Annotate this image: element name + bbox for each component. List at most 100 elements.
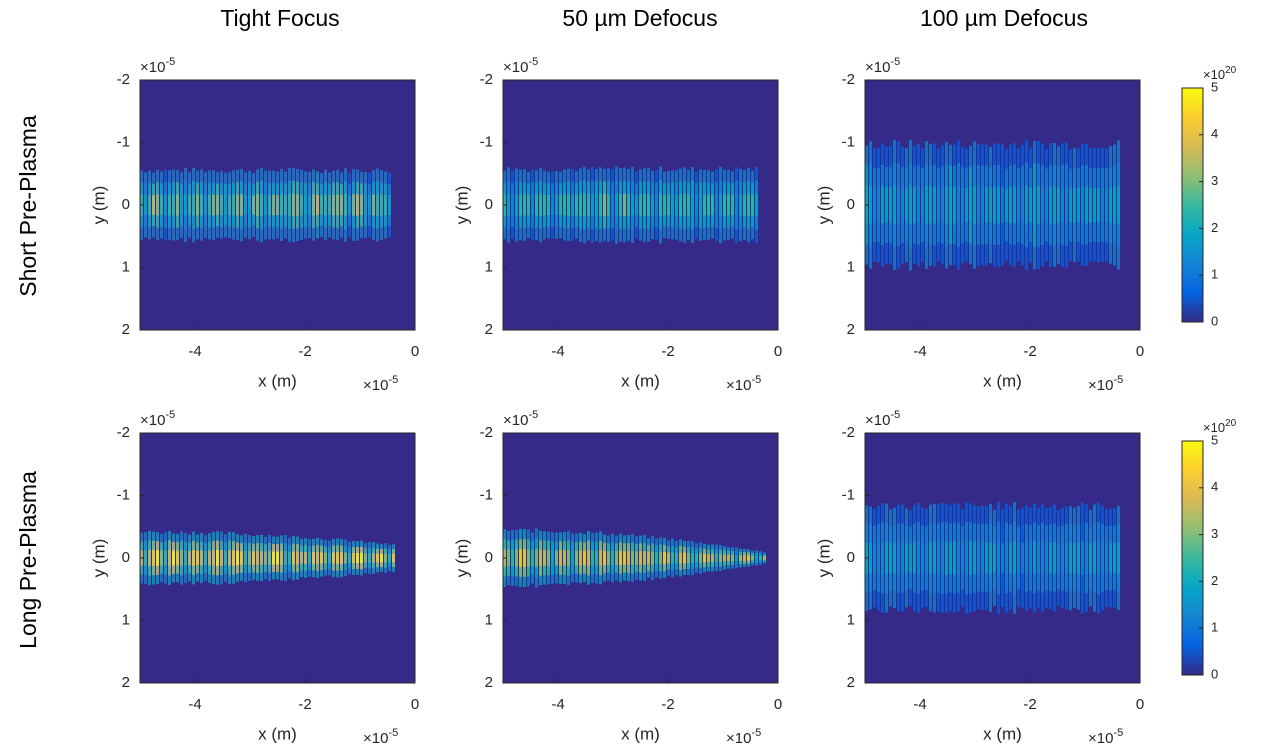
beam-texture — [723, 554, 726, 562]
beam-texture — [643, 193, 646, 217]
y-tick-label: -2 — [480, 71, 493, 88]
beam-texture — [531, 194, 534, 216]
colorbar-multiplier: ×1020 — [1203, 65, 1237, 83]
multiplier-exponent: -5 — [890, 56, 900, 68]
x-tick-label: -4 — [188, 696, 201, 713]
beam-texture — [160, 194, 163, 216]
beam-texture — [156, 550, 159, 566]
beam-texture — [977, 542, 980, 574]
beam-texture — [731, 194, 734, 216]
beam-texture — [184, 550, 187, 566]
multiplier-base: ×10 — [363, 377, 388, 394]
beam-texture — [280, 551, 283, 565]
beam-texture — [917, 541, 920, 575]
beam-texture — [897, 542, 900, 574]
beam-texture — [531, 550, 534, 566]
beam-texture — [539, 549, 542, 567]
beam-texture — [164, 194, 167, 216]
axis-multiplier: ×10-5 — [726, 727, 761, 747]
beam-texture — [941, 187, 944, 223]
beam-texture — [1017, 543, 1020, 573]
y-axis-label: y (m) — [814, 186, 833, 225]
beam-texture — [232, 194, 235, 216]
beam-texture — [551, 550, 554, 566]
multiplier-base: ×10 — [363, 730, 388, 747]
x-tick-label: -4 — [551, 696, 564, 713]
beam-texture — [1061, 186, 1064, 224]
beam-texture — [176, 194, 179, 216]
y-axis-label: y (m) — [452, 186, 471, 225]
beam-texture — [527, 195, 530, 215]
beam-texture — [555, 194, 558, 216]
beam-texture — [913, 187, 916, 223]
beam-texture — [969, 187, 972, 223]
y-tick-label: -2 — [117, 424, 130, 441]
beam-texture — [300, 194, 303, 216]
column-title: Tight Focus — [220, 5, 339, 31]
beam-texture — [515, 549, 518, 567]
beam-texture — [360, 195, 363, 215]
beam-texture — [152, 195, 155, 215]
beam-texture — [901, 541, 904, 575]
beam-texture — [1005, 188, 1008, 222]
beam-texture — [148, 194, 151, 216]
beam-texture — [372, 194, 375, 216]
column-title: 50 µm Defocus — [562, 5, 717, 31]
beam-texture — [276, 194, 279, 216]
multiplier-base: ×10 — [865, 412, 890, 429]
beam-texture — [563, 550, 566, 566]
beam-texture — [925, 185, 928, 225]
beam-texture — [1085, 186, 1088, 224]
y-tick-label: 1 — [122, 611, 130, 628]
beam-texture — [1117, 542, 1120, 574]
beam-texture — [320, 195, 323, 215]
beam-texture — [1029, 542, 1032, 574]
beam-texture — [376, 553, 379, 563]
y-axis-label: y (m) — [89, 186, 108, 225]
beam-texture — [619, 193, 622, 217]
beam-texture — [627, 551, 630, 565]
beam-texture — [196, 194, 199, 216]
beam-texture — [937, 188, 940, 222]
beam-texture — [324, 552, 327, 564]
y-tick-label: 2 — [122, 674, 130, 691]
beam-texture — [1093, 541, 1096, 575]
beam-texture — [559, 550, 562, 566]
beam-texture — [1013, 186, 1016, 224]
beam-texture — [747, 193, 750, 217]
beam-texture — [619, 550, 622, 566]
beam-texture — [523, 194, 526, 216]
beam-texture — [300, 552, 303, 564]
y-tick-label: -1 — [117, 486, 130, 503]
beam-texture — [296, 551, 299, 565]
beam-texture — [1093, 188, 1096, 222]
beam-texture — [160, 550, 163, 566]
beam-texture — [535, 194, 538, 216]
y-tick-label: 2 — [847, 321, 855, 338]
multiplier-base: ×10 — [865, 59, 890, 76]
beam-texture — [344, 552, 347, 564]
beam-texture — [507, 193, 510, 217]
beam-texture — [192, 550, 195, 566]
beam-texture — [156, 194, 159, 216]
beam-texture — [1077, 188, 1080, 222]
beam-texture — [228, 195, 231, 215]
beam-texture — [723, 194, 726, 216]
beam-texture — [607, 194, 610, 216]
beam-texture — [869, 185, 872, 225]
beam-texture — [687, 194, 690, 216]
beam-texture — [579, 193, 582, 217]
beam-texture — [236, 194, 239, 216]
axis-multiplier: ×10-5 — [726, 374, 761, 394]
x-axis-label: x (m) — [258, 371, 297, 390]
beam-texture — [957, 185, 960, 225]
beam-texture — [611, 550, 614, 566]
beam-texture — [308, 552, 311, 564]
y-tick-label: 0 — [122, 549, 130, 566]
beam-texture — [256, 551, 259, 565]
beam-texture — [1069, 542, 1072, 574]
beam-texture — [611, 194, 614, 216]
x-tick-label: 0 — [411, 343, 419, 360]
colorbar-tick-label: 2 — [1211, 573, 1218, 588]
beam-texture — [751, 555, 754, 561]
